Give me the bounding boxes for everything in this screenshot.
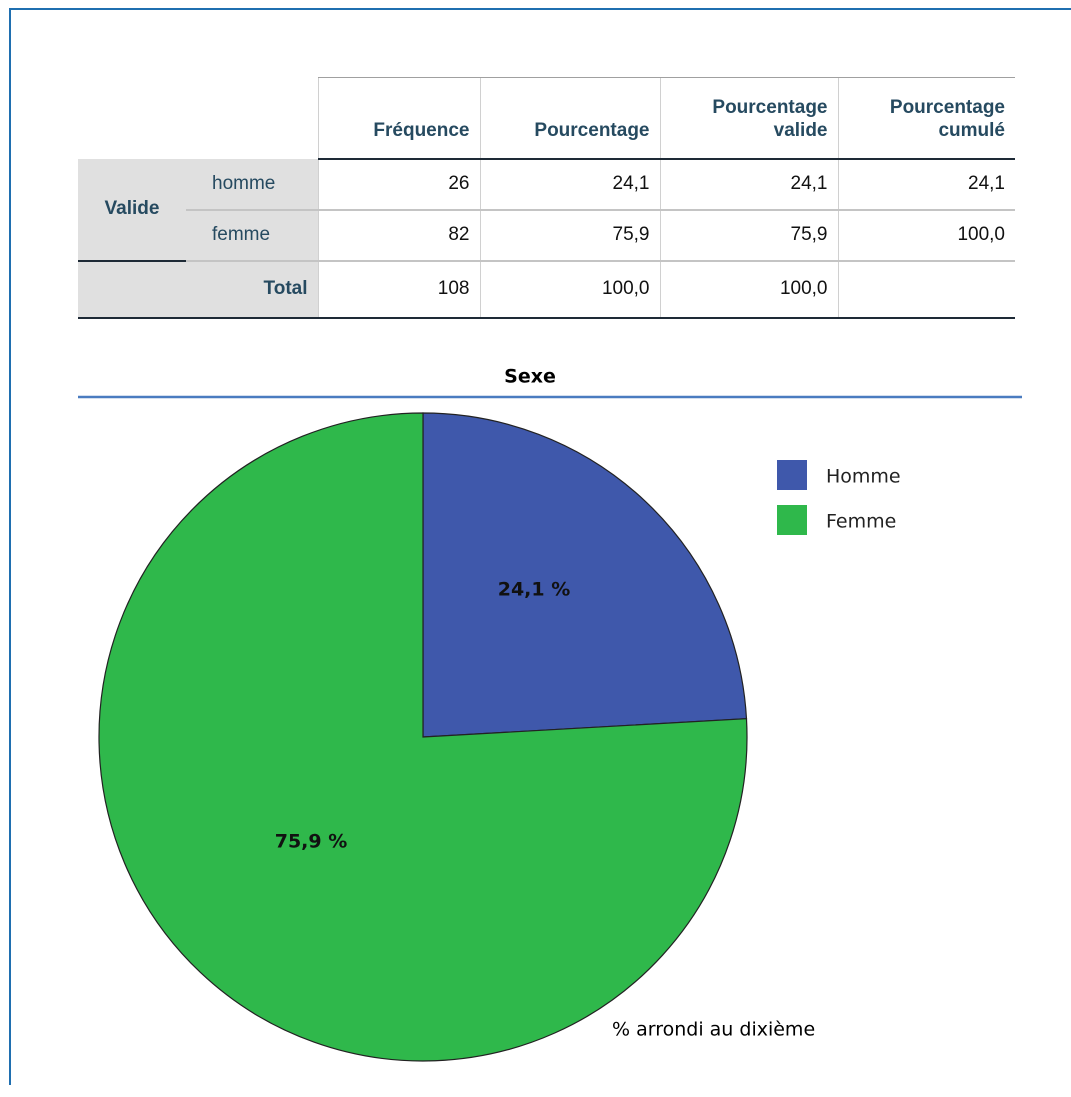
header-row: Fréquence Pourcentage Pourcentage valide… xyxy=(78,77,1015,160)
group-label: Valide xyxy=(78,158,186,262)
legend-swatch xyxy=(777,460,807,490)
row: Valide homme 26 24,1 24,1 24,1 xyxy=(78,158,1015,262)
cell: 24,1 xyxy=(659,158,838,211)
row-label: homme xyxy=(186,158,318,211)
chart-title: Sexe xyxy=(504,366,556,388)
column-header: Fréquence xyxy=(317,77,480,160)
cell: 82 xyxy=(317,209,480,262)
row-label: Total xyxy=(186,260,318,319)
cell: 24,1 xyxy=(479,158,660,211)
group-stub xyxy=(78,260,186,319)
cell: 26 xyxy=(317,158,480,211)
cell: 100,0 xyxy=(659,260,838,319)
row-label: femme xyxy=(186,209,318,262)
legend-swatch xyxy=(777,505,807,535)
frequency-table: Fréquence Pourcentage Pourcentage valide… xyxy=(78,77,1015,319)
slice-label: 75,9 % xyxy=(275,831,348,853)
cell: 24,1 xyxy=(837,158,1015,211)
pie-slice xyxy=(98,412,748,1062)
cell: 75,9 xyxy=(479,209,660,262)
frame-line xyxy=(9,8,11,1085)
chart-note: % arrondi au dixième xyxy=(612,1019,815,1041)
row: femme 82 75,9 75,9 100,0 xyxy=(78,209,1015,262)
legend-label: Homme xyxy=(826,466,901,488)
cell: 108 xyxy=(317,260,480,319)
slice-label: 24,1 % xyxy=(498,579,571,601)
cell: 100,0 xyxy=(479,260,660,319)
cell: 100,0 xyxy=(837,209,1015,262)
cell: 75,9 xyxy=(659,209,838,262)
column-header: Pourcentage valide xyxy=(659,77,838,160)
pie-slice xyxy=(422,412,748,738)
legend-label: Femme xyxy=(826,511,896,533)
column-header: Pourcentage cumulé xyxy=(837,77,1015,160)
frame-line xyxy=(9,8,1071,10)
cell xyxy=(837,260,1015,319)
column-header: Pourcentage xyxy=(479,77,660,160)
total-row: Total 108 100,0 100,0 xyxy=(78,260,1015,319)
